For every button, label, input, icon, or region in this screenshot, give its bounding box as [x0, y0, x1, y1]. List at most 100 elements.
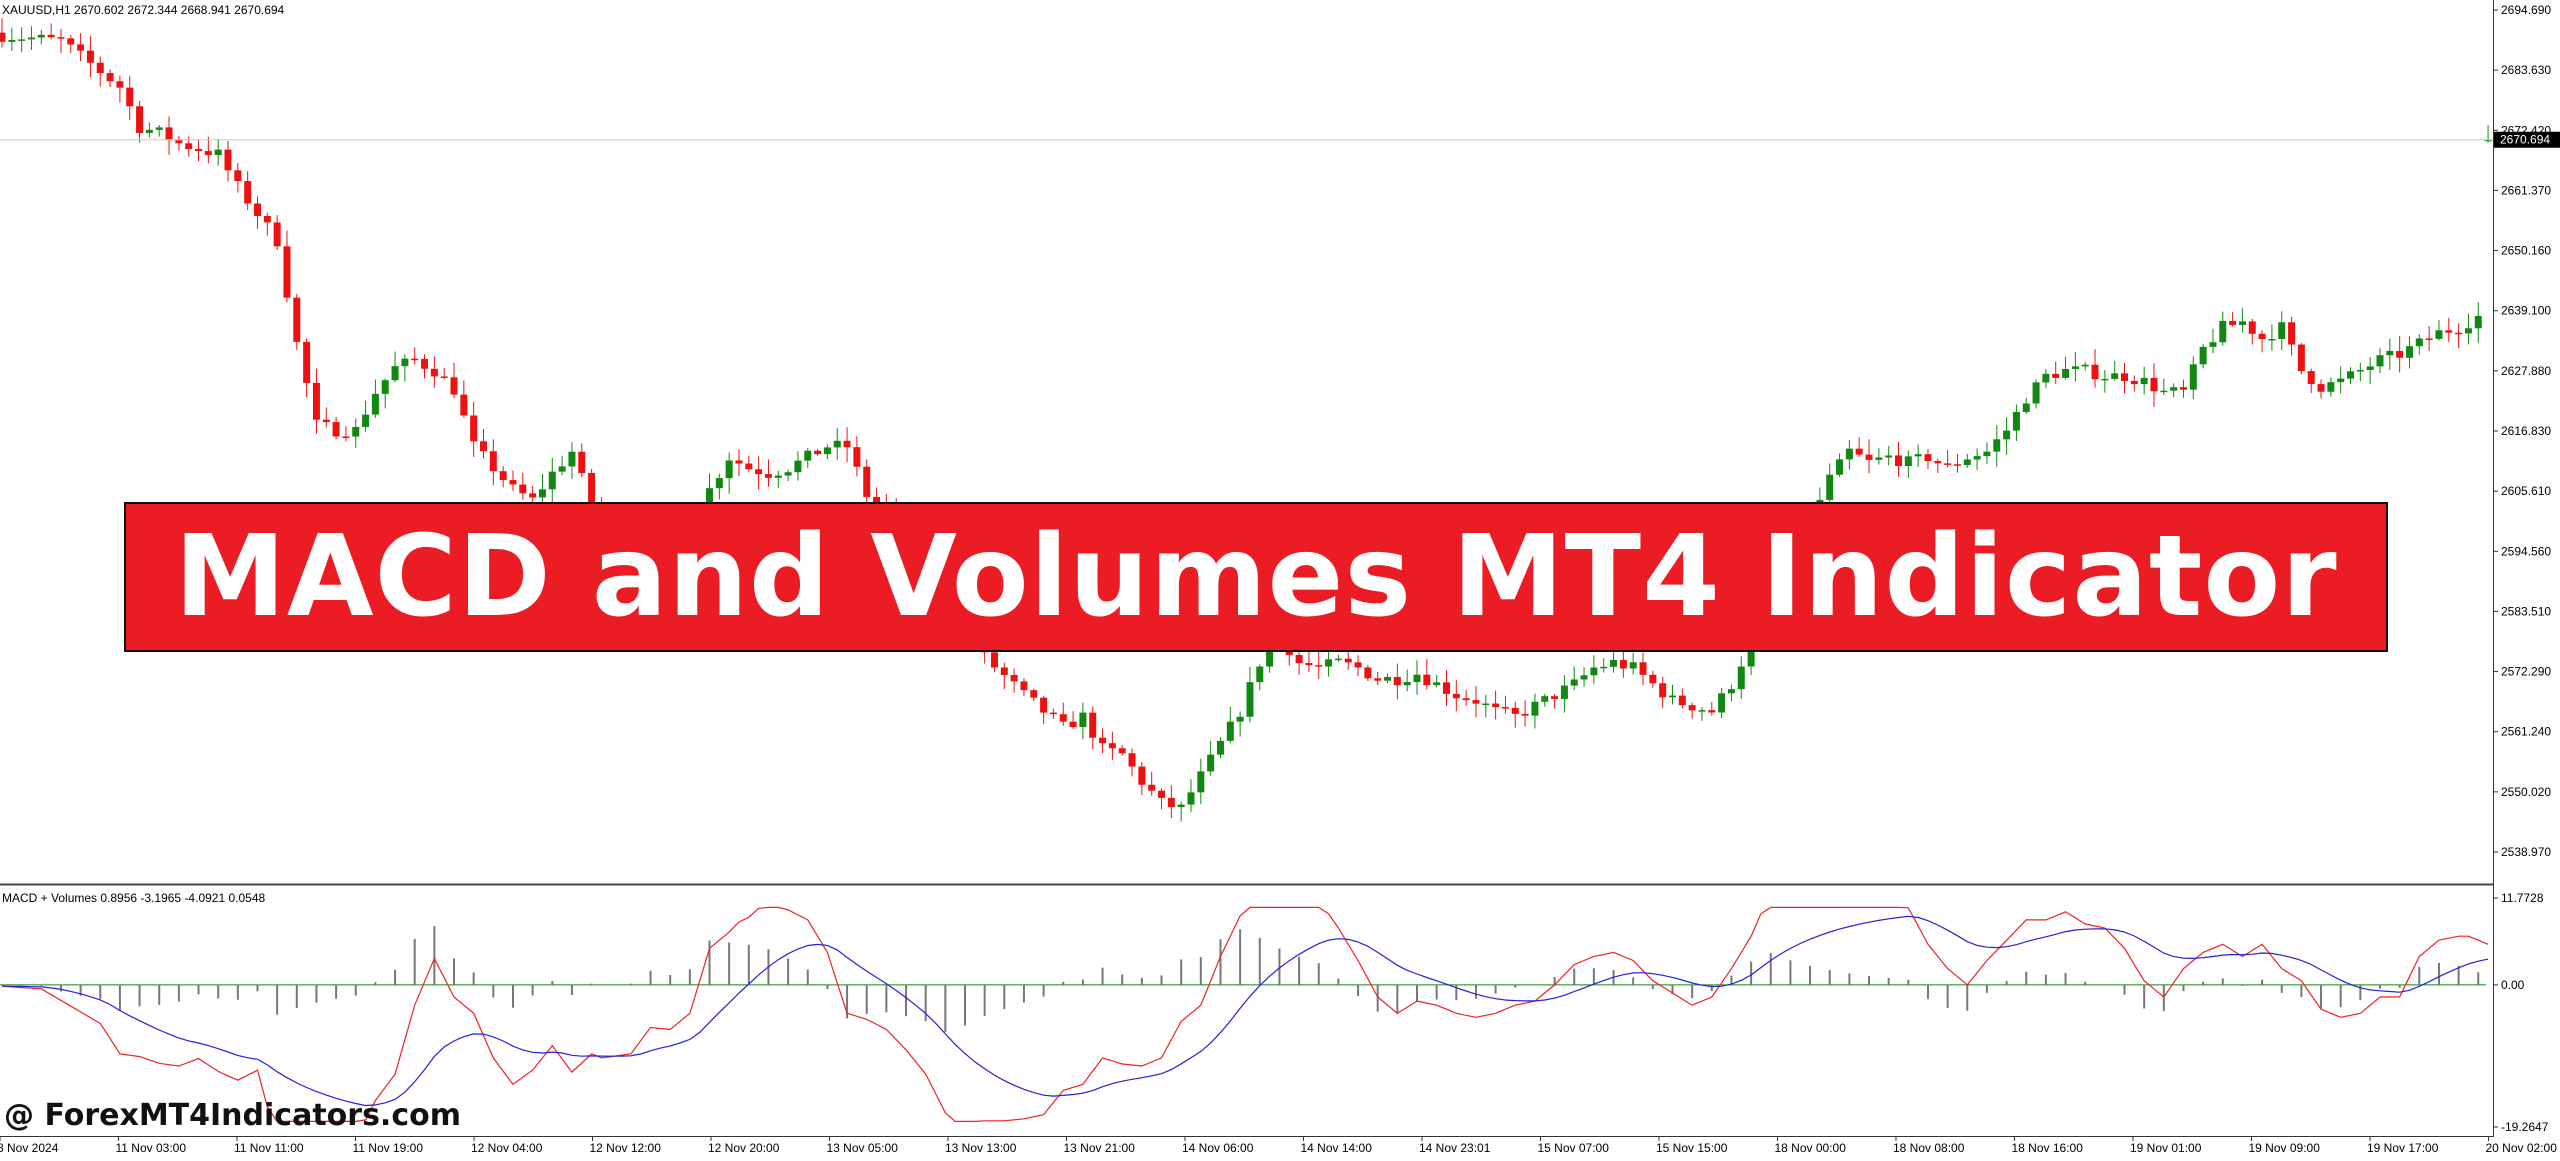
candle-body: [1138, 766, 1146, 785]
candle-body: [1177, 804, 1185, 808]
candle-body: [1610, 659, 1618, 667]
indicator-axis-label: -19.2647: [2501, 1120, 2549, 1134]
time-axis-label: 19 Nov 17:00: [2367, 1141, 2439, 1155]
candle-body: [1108, 743, 1116, 749]
candle-body: [1875, 457, 1883, 460]
candle-body: [2405, 346, 2413, 358]
candle-body: [2278, 322, 2286, 339]
candle-body: [234, 170, 242, 182]
candle-body: [1895, 455, 1903, 467]
time-axis-label: 19 Nov 01:00: [2130, 1141, 2202, 1155]
price-axis-label: 2650.160: [2501, 244, 2551, 258]
candle-body: [1354, 662, 1362, 668]
candle-body: [1236, 716, 1244, 722]
candle-body: [2288, 322, 2296, 345]
candle-body: [2121, 373, 2129, 382]
candle-body: [1462, 698, 1470, 701]
candle-body: [2356, 369, 2364, 372]
time-axis-label: 13 Nov 21:00: [1064, 1141, 1136, 1155]
candle-body: [2140, 377, 2148, 385]
candle-body: [421, 358, 429, 369]
candle-body: [391, 366, 399, 381]
candle-body: [1089, 712, 1097, 738]
time-axis[interactable]: 8 Nov 2024 11 Nov 03:00 11 Nov 11:00 11 Nov…: [0, 1137, 2557, 1155]
signal-line: [1, 915, 2489, 1107]
candle-body: [273, 222, 281, 247]
candle-body: [588, 472, 596, 507]
symbol-info: XAUUSD,H1 2670.602 2672.344 2668.941 267…: [2, 3, 285, 17]
candle-body: [1452, 693, 1460, 699]
candle-body: [214, 149, 222, 156]
candle-body: [1639, 662, 1647, 675]
candle-body: [2474, 315, 2482, 329]
candle-body: [18, 39, 26, 41]
candle-body: [2209, 342, 2217, 347]
candle-body: [853, 447, 861, 467]
candle-body: [1993, 439, 2001, 452]
candle-body: [568, 451, 576, 467]
candle-body: [1492, 703, 1500, 708]
candle-body: [833, 440, 841, 448]
candle-body: [2484, 139, 2492, 142]
candle-body: [253, 203, 261, 216]
candle-body: [1030, 690, 1038, 698]
time-axis-label: 11 Nov 03:00: [116, 1141, 187, 1155]
candle-body: [2258, 333, 2266, 339]
candle-body: [2376, 355, 2384, 367]
candle-body: [0, 32, 6, 42]
candle-body: [548, 471, 556, 490]
candle-body: [1207, 754, 1215, 772]
indicator-axis[interactable]: 11.7728 0.00 -19.2647: [2493, 891, 2549, 1134]
candle-body: [224, 149, 232, 171]
candle-body: [175, 140, 183, 144]
banner-title: MACD and Volumes MT4 Indicator: [174, 512, 2338, 642]
time-axis-label: 18 Nov 00:00: [1775, 1141, 1847, 1155]
candle-body: [1668, 695, 1676, 698]
candle-body: [2160, 390, 2168, 393]
time-axis-label: 20 Nov 02:00: [2486, 1141, 2558, 1155]
candle-body: [2150, 377, 2158, 392]
candle-body: [195, 149, 203, 152]
candle-body: [1148, 784, 1156, 791]
candle-body: [1167, 797, 1175, 808]
time-axis-label: 14 Nov 23:01: [1419, 1141, 1491, 1155]
candle-body: [2425, 338, 2433, 340]
candle-body: [2032, 382, 2040, 404]
time-axis-label: 15 Nov 07:00: [1538, 1141, 1610, 1155]
candle-body: [1983, 451, 1991, 457]
candle-body: [136, 106, 144, 134]
price-axis[interactable]: 2694.6902683.6302672.4202661.3702650.160…: [2493, 3, 2551, 859]
candle-body: [1747, 637, 1755, 667]
candle-body: [165, 127, 173, 141]
candle-body: [1000, 667, 1008, 675]
candle-body: [774, 475, 782, 478]
candle-body: [2071, 366, 2079, 369]
candle-body: [1708, 710, 1716, 713]
candle-body: [2189, 364, 2197, 390]
candle-body: [2003, 430, 2011, 440]
candle-body: [1049, 712, 1057, 715]
candle-body: [1334, 658, 1342, 661]
candle-body: [1570, 679, 1578, 686]
candle-body: [2464, 328, 2472, 334]
candle-body: [2012, 411, 2020, 431]
candle-body: [116, 81, 124, 88]
candle-body: [1973, 456, 1981, 460]
candle-body: [823, 447, 831, 455]
candle-body: [1737, 666, 1745, 690]
time-axis-label: 8 Nov 2024: [0, 1141, 59, 1155]
candle-body: [1924, 454, 1932, 462]
time-axis-label: 15 Nov 15:00: [1656, 1141, 1728, 1155]
candle-body: [1659, 683, 1667, 698]
candle-body: [1069, 721, 1077, 728]
candle-body: [1187, 792, 1195, 805]
candle-body: [2435, 330, 2443, 339]
time-axis-label: 13 Nov 05:00: [827, 1141, 899, 1155]
candle-body: [804, 450, 812, 461]
candle-body: [745, 463, 753, 470]
candle-body: [1010, 674, 1018, 682]
candle-body: [1963, 459, 1971, 466]
candle-body: [715, 478, 723, 489]
candle-body: [1649, 674, 1657, 684]
candle-body: [1521, 713, 1529, 716]
